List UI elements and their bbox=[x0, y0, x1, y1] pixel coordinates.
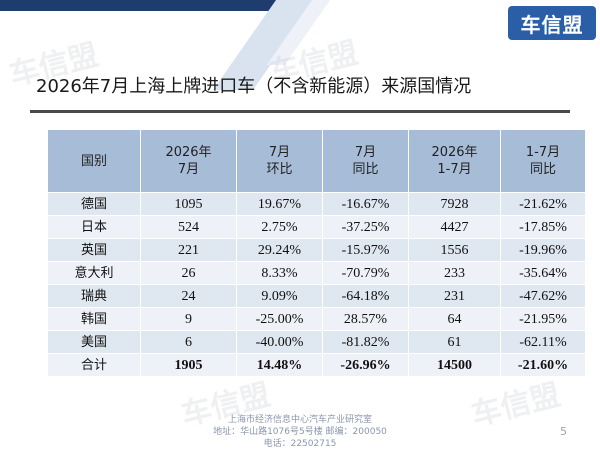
country-cell: 英国 bbox=[47, 238, 141, 262]
brand-logo: 车信盟 bbox=[508, 6, 596, 40]
country-cell: 日本 bbox=[47, 215, 141, 239]
month-sales-cell: 6 bbox=[140, 330, 237, 354]
yoy-cell: -26.96% bbox=[322, 353, 409, 377]
yoy-cell: -37.25% bbox=[322, 215, 409, 239]
month-sales-cell: 24 bbox=[140, 284, 237, 308]
yoy-cell: -70.79% bbox=[322, 261, 409, 285]
header-month-yoy: 7月 同比 bbox=[322, 129, 409, 193]
ytd-sales-cell: 1556 bbox=[408, 238, 501, 262]
ytd-sales-cell: 231 bbox=[408, 284, 501, 308]
yoy-cell: 28.57% bbox=[322, 307, 409, 331]
table-row: 德国 1095 19.67% -16.67% 7928 -21.62% bbox=[47, 192, 586, 216]
mom-cell: -25.00% bbox=[236, 307, 323, 331]
ytd-yoy-cell: -17.85% bbox=[500, 215, 586, 239]
ytd-sales-cell: 14500 bbox=[408, 353, 501, 377]
header-ytd-yoy: 1-7月 同比 bbox=[500, 129, 586, 193]
total-label-cell: 合计 bbox=[47, 353, 141, 377]
ytd-yoy-cell: -19.96% bbox=[500, 238, 586, 262]
yoy-cell: -15.97% bbox=[322, 238, 409, 262]
yoy-cell: -81.82% bbox=[322, 330, 409, 354]
mom-cell: 9.09% bbox=[236, 284, 323, 308]
ytd-yoy-cell: -47.62% bbox=[500, 284, 586, 308]
footer-address: 地址：华山路1076号5号楼 邮编：200050 bbox=[213, 427, 387, 437]
footer-phone: 电话：22502715 bbox=[263, 439, 337, 449]
import-origin-table: 国别 2026年 7月 7月 环比 7月 同比 2026年 1-7月 1-7月 同比 德国… bbox=[47, 129, 586, 377]
ytd-sales-cell: 233 bbox=[408, 261, 501, 285]
yoy-cell: -64.18% bbox=[322, 284, 409, 308]
page-title: 2026年7月上海上牌进口车（不含新能源）来源国情况 bbox=[36, 76, 472, 97]
month-sales-cell: 1095 bbox=[140, 192, 237, 216]
country-cell: 韩国 bbox=[47, 307, 141, 331]
country-cell: 瑞典 bbox=[47, 284, 141, 308]
ytd-yoy-cell: -35.64% bbox=[500, 261, 586, 285]
table-row: 韩国 9 -25.00% 28.57% 64 -21.95% bbox=[47, 307, 586, 331]
table-total-row: 合计 1905 14.48% -26.96% 14500 -21.60% bbox=[47, 353, 586, 377]
country-cell: 美国 bbox=[47, 330, 141, 354]
ytd-yoy-cell: -21.62% bbox=[500, 192, 586, 216]
top-decor-bar bbox=[0, 0, 320, 11]
mom-cell: 2.75% bbox=[236, 215, 323, 239]
mom-cell: 19.67% bbox=[236, 192, 323, 216]
title-underline bbox=[30, 110, 570, 113]
mom-cell: 8.33% bbox=[236, 261, 323, 285]
table-row: 瑞典 24 9.09% -64.18% 231 -47.62% bbox=[47, 284, 586, 308]
ytd-sales-cell: 61 bbox=[408, 330, 501, 354]
month-sales-cell: 221 bbox=[140, 238, 237, 262]
yoy-cell: -16.67% bbox=[322, 192, 409, 216]
month-sales-cell: 9 bbox=[140, 307, 237, 331]
table-row: 英国 221 29.24% -15.97% 1556 -19.96% bbox=[47, 238, 586, 262]
header-month-sales: 2026年 7月 bbox=[140, 129, 237, 193]
mom-cell: -40.00% bbox=[236, 330, 323, 354]
table-row: 美国 6 -40.00% -81.82% 61 -62.11% bbox=[47, 330, 586, 354]
country-cell: 意大利 bbox=[47, 261, 141, 285]
ytd-yoy-cell: -21.60% bbox=[500, 353, 586, 377]
ytd-sales-cell: 4427 bbox=[408, 215, 501, 239]
mom-cell: 14.48% bbox=[236, 353, 323, 377]
footer-org: 上海市经济信息中心汽车产业研究室 bbox=[227, 415, 372, 425]
header-country: 国别 bbox=[47, 129, 141, 193]
month-sales-cell: 1905 bbox=[140, 353, 237, 377]
ytd-yoy-cell: -62.11% bbox=[500, 330, 586, 354]
page-number: 5 bbox=[560, 425, 567, 438]
ytd-sales-cell: 7928 bbox=[408, 192, 501, 216]
table-row: 意大利 26 8.33% -70.79% 233 -35.64% bbox=[47, 261, 586, 285]
header-ytd-sales: 2026年 1-7月 bbox=[408, 129, 501, 193]
ytd-sales-cell: 64 bbox=[408, 307, 501, 331]
table-header-row: 国别 2026年 7月 7月 环比 7月 同比 2026年 1-7月 1-7月 同比 bbox=[47, 129, 586, 193]
country-cell: 德国 bbox=[47, 192, 141, 216]
mom-cell: 29.24% bbox=[236, 238, 323, 262]
month-sales-cell: 26 bbox=[140, 261, 237, 285]
month-sales-cell: 524 bbox=[140, 215, 237, 239]
table-row: 日本 524 2.75% -37.25% 4427 -17.85% bbox=[47, 215, 586, 239]
ytd-yoy-cell: -21.95% bbox=[500, 307, 586, 331]
header-month-mom: 7月 环比 bbox=[236, 129, 323, 193]
